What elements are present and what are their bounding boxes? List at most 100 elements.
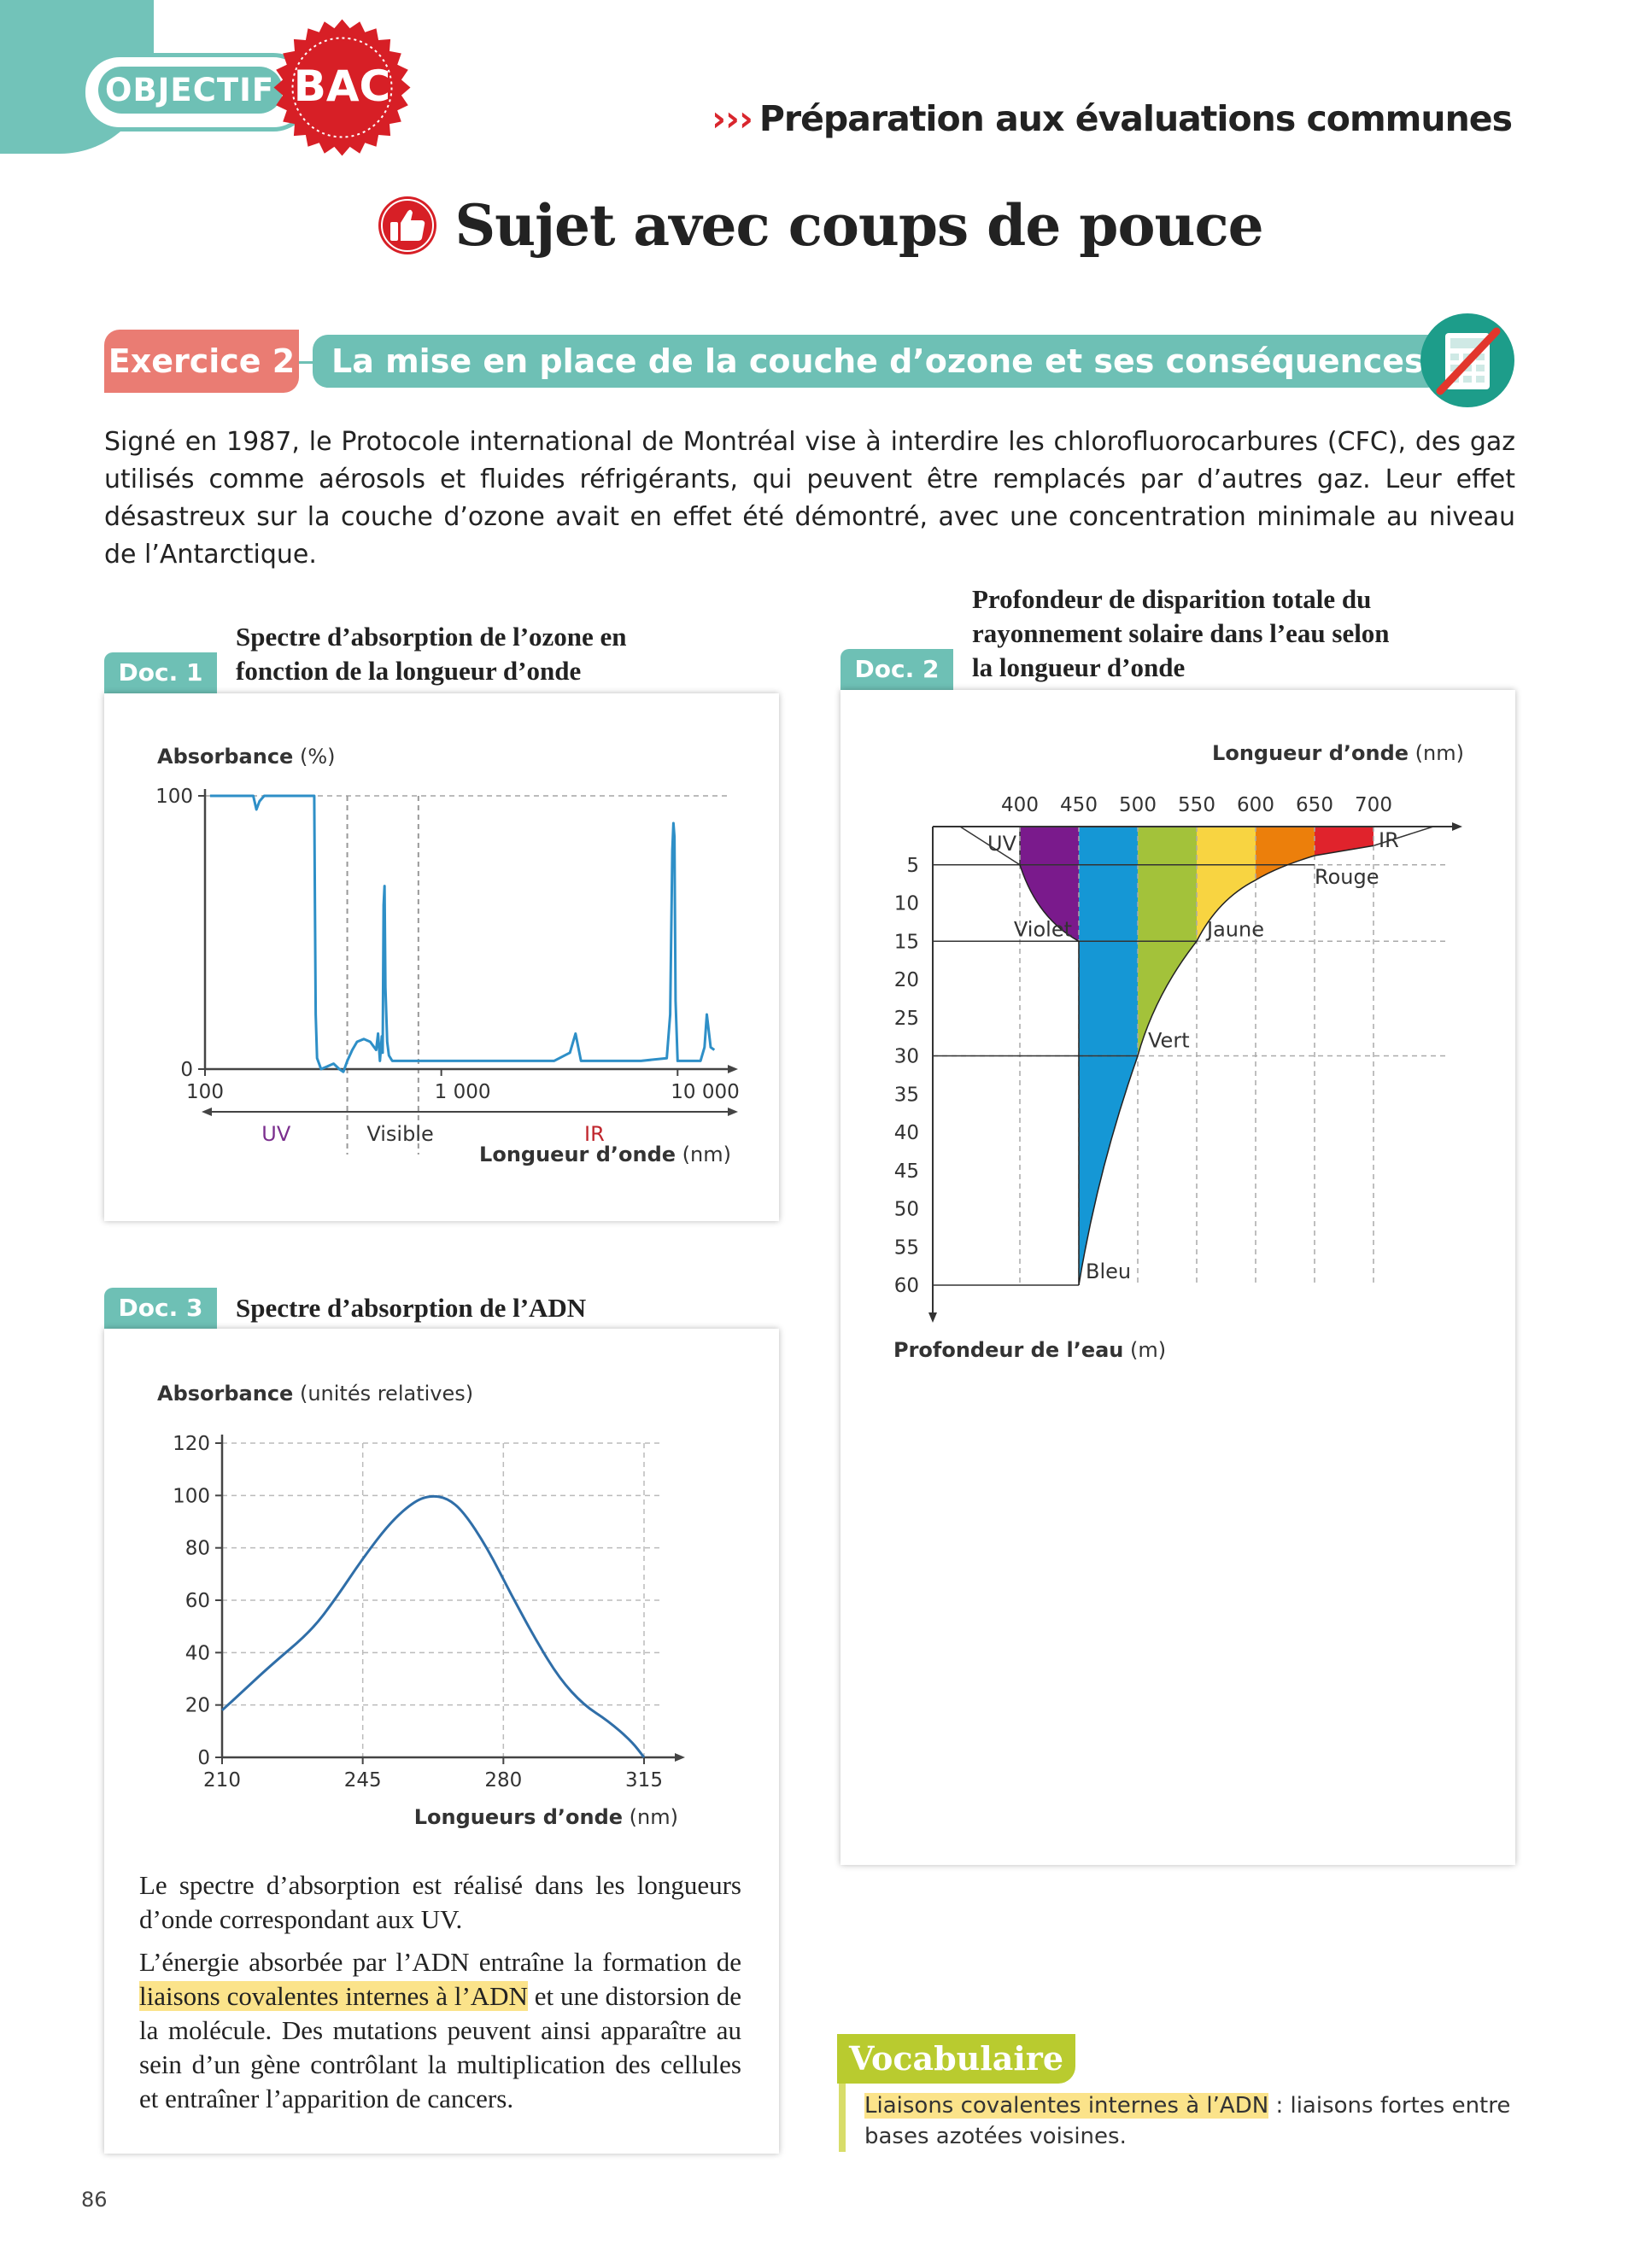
exercise-badge: Exercice 2 [104, 330, 299, 393]
band-label-uv: UV [987, 832, 1017, 856]
doc2-panel: 400 450 500 550 600 650 700 Longueur d’onde (nm… [840, 690, 1515, 1865]
doc1-title: Spectre d’absorption de l’ozone en fonct… [236, 622, 627, 686]
vocab-bar [839, 2084, 846, 2152]
absorbance-series-line [209, 794, 716, 1073]
y-tick-label: 100 [155, 786, 193, 808]
envelope-left [1019, 864, 1080, 1285]
band-label-red: Rouge [1315, 865, 1379, 889]
doc3-paragraph-2-b: et une distorsion de la molécule. Des mu… [139, 1981, 742, 2113]
y-axis-title: Profondeur de l’eau (m) [893, 1338, 1166, 1362]
vocab-label: Vocabulaire [837, 2034, 1075, 2084]
y-tick-label: 20 [894, 969, 919, 991]
y-tick-label: 0 [180, 1059, 193, 1081]
x-tick-label: 500 [1119, 794, 1157, 816]
chevrons-icon: ››› [712, 98, 753, 139]
doc3-paragraph-2: L’énergie absorbée par l’ADN entraîne la… [139, 1945, 741, 2116]
x-tick-label: 280 [484, 1769, 522, 1792]
x-tick-label: 1 000 [435, 1081, 491, 1103]
doc3-paragraph-2-a: L’énergie absorbée par l’ADN entraîne la… [139, 1947, 741, 1977]
x-tick-label: 10 000 [671, 1081, 739, 1103]
vocab-term: Liaisons covalentes internes à l’ADN [864, 2093, 1269, 2119]
region-arrow-left [202, 1108, 212, 1116]
doc3-paragraph-1: Le spectre d’absorption est réalisé dans… [139, 1870, 741, 1934]
thumbs-up-icon [378, 196, 437, 254]
x-tick-label: 245 [344, 1769, 382, 1792]
y-axis-title: Absorbance (%) [157, 745, 336, 769]
no-calculator-icon [1420, 313, 1514, 407]
exercise-intro: Signé en 1987, le Protocole internationa… [104, 427, 1515, 570]
band-label-yellow: Jaune [1205, 917, 1264, 941]
doc1-tab: Doc. 1 [104, 652, 217, 693]
y-tick-label: 120 [173, 1433, 210, 1455]
y-tick-label: 60 [185, 1590, 210, 1612]
x-tick-label: 550 [1178, 794, 1215, 816]
x-tick-label: 600 [1237, 794, 1274, 816]
x-axis-title: Longueur d’onde (nm) [479, 1143, 731, 1166]
y-tick-label: 100 [173, 1485, 210, 1507]
doc1-panel: 100 1 000 10 000 0 100 Absorbance (%) Longueur… [104, 693, 779, 1221]
band-label-green: Vert [1148, 1029, 1190, 1053]
region-label-uv: UV [261, 1122, 291, 1146]
x-axis-arrow [1452, 822, 1462, 831]
x-tick-label: 400 [1001, 794, 1039, 816]
y-axis-arrow [928, 1312, 937, 1323]
section-label: ››› Préparation aux évaluations communes [712, 98, 1513, 139]
x-axis-arrow [728, 1065, 738, 1073]
x-tick-label: 450 [1060, 794, 1098, 816]
y-tick-label: 0 [197, 1747, 210, 1769]
x-tick-label: 315 [625, 1769, 663, 1792]
band-yellow [1197, 827, 1256, 942]
doc3-highlight: liaisons covalentes internes à l’ADN [139, 1981, 528, 2011]
region-label-visible: Visible [366, 1122, 433, 1146]
section-label-text: Préparation aux évaluations communes [758, 98, 1513, 139]
y-tick-label: 40 [894, 1122, 919, 1144]
exercise-title: La mise en place de la couche d’ozone et… [313, 335, 1443, 388]
y-tick-label: 60 [894, 1275, 919, 1297]
band-violet [1020, 827, 1079, 942]
doc3-text: Le spectre d’absorption est réalisé dans… [139, 1868, 741, 2125]
region-label-ir: IR [584, 1122, 605, 1146]
x-axis-title: Longueurs d’onde (nm) [414, 1805, 678, 1829]
page-number: 86 [81, 2188, 108, 2212]
band-label-ir: IR [1379, 828, 1399, 852]
page-title-row: Sujet avec coups de pouce [0, 192, 1640, 259]
y-tick-label: 5 [906, 855, 919, 877]
y-tick-label: 80 [185, 1538, 210, 1560]
doc3-chart: 0 20 40 60 80 100 120 210 245 280 315 Absorbance (u… [157, 1382, 685, 1829]
page-title: Sujet avec coups de pouce [454, 192, 1263, 259]
x-tick-label: 210 [203, 1769, 241, 1792]
band-orange [1256, 827, 1315, 880]
y-tick-label: 45 [894, 1160, 919, 1183]
x-tick-label: 650 [1296, 794, 1333, 816]
y-axis-title: Absorbance (unités relatives) [157, 1382, 473, 1406]
absorbance-series-line [220, 1494, 646, 1758]
y-tick-label: 55 [894, 1236, 919, 1259]
doc3-title: Spectre d’absorption de l’ADN [236, 1293, 587, 1323]
region-arrow-right [728, 1108, 738, 1116]
doc2-tab: Doc. 2 [840, 649, 953, 690]
x-axis-title: Longueur d’onde (nm) [1212, 741, 1464, 765]
y-tick-label: 30 [894, 1046, 919, 1068]
y-tick-label: 25 [894, 1008, 919, 1030]
doc2-title: Profondeur de disparition totale du rayo… [972, 584, 1390, 682]
x-axis-arrow [675, 1753, 685, 1762]
bac-seal-icon: BAC [273, 19, 411, 156]
vocab-definition-text: : liaisons fortes entre bases azotées vo… [864, 2093, 1511, 2149]
bac-label: BAC [294, 61, 391, 111]
y-tick-label: 20 [185, 1695, 210, 1717]
vocab-definition: Liaisons covalentes internes à l’ADN : l… [864, 2090, 1514, 2152]
objectif-label: OBJECTIF [98, 67, 284, 114]
band-label-blue: Bleu [1086, 1260, 1131, 1283]
y-tick-label: 15 [894, 931, 919, 953]
doc2-chart: 400 450 500 550 600 650 700 Longueur d’onde (nm… [893, 741, 1464, 1362]
y-tick-label: 10 [894, 893, 919, 915]
band-red [1315, 827, 1374, 856]
doc3-tab: Doc. 3 [104, 1288, 217, 1329]
x-tick-label: 100 [186, 1081, 224, 1103]
y-tick-label: 35 [894, 1084, 919, 1106]
envelope-right [1078, 845, 1374, 1286]
x-tick-label: 700 [1355, 794, 1392, 816]
band-label-violet: Violet [1014, 917, 1072, 941]
y-tick-label: 40 [185, 1642, 210, 1664]
